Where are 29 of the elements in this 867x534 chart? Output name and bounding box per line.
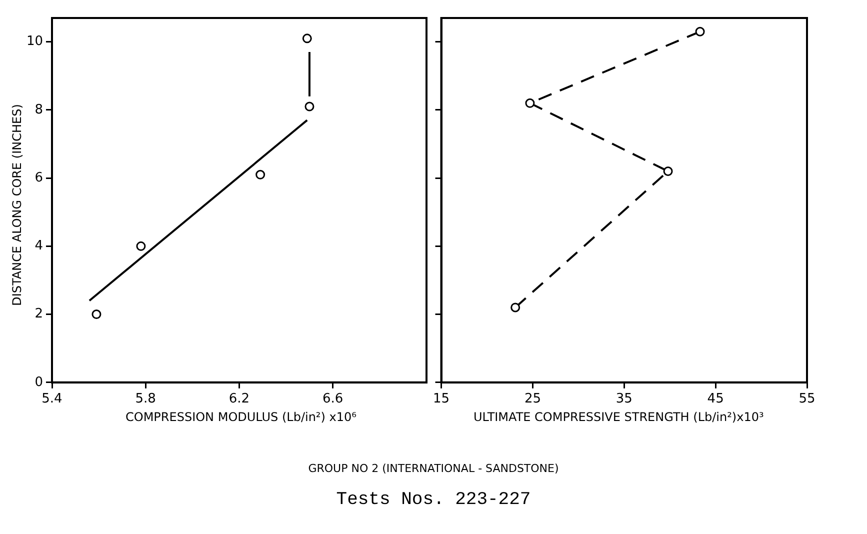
x-tick-label: 6.6 [322,392,344,407]
x-tick-label: 45 [707,392,724,407]
x-tick-label: 25 [524,392,541,407]
x-tick-label: 35 [616,392,632,407]
point [136,241,146,251]
point [256,170,266,180]
y-tick-label: 6 [34,170,43,186]
point [663,166,673,176]
point [92,310,102,320]
text: GROUP NO 2 (INTERNATIONAL - SANDSTONE) [307,462,560,475]
point [525,98,535,108]
point [510,302,520,312]
point [695,26,705,36]
y-tick-label: 4 [34,238,43,254]
x-tick-label: 6.2 [228,392,250,407]
x-tick-label: 55 [798,392,816,407]
point [304,102,314,112]
x-axis-title: COMPRESSION MODULUS (Lb/in²) x10⁶ [126,410,356,424]
y-tick-label: 10 [26,34,43,50]
x-axis-title: ULTIMATE COMPRESSIVE STRENGTH (Lb/in²)x10³ [474,410,764,424]
y-axis-title: DISTANCE ALONG CORE (INCHES) [10,104,24,306]
x-tick-label: 15 [433,392,450,407]
point [302,34,312,44]
y-tick-label: 2 [34,306,43,322]
x-tick-label: 5.4 [42,392,62,407]
x-tick-label: 5.8 [135,392,156,407]
y-tick-label: 0 [34,374,43,390]
y-tick-label: 8 [34,102,43,118]
text: Tests Nos. 223-227 [335,490,532,510]
